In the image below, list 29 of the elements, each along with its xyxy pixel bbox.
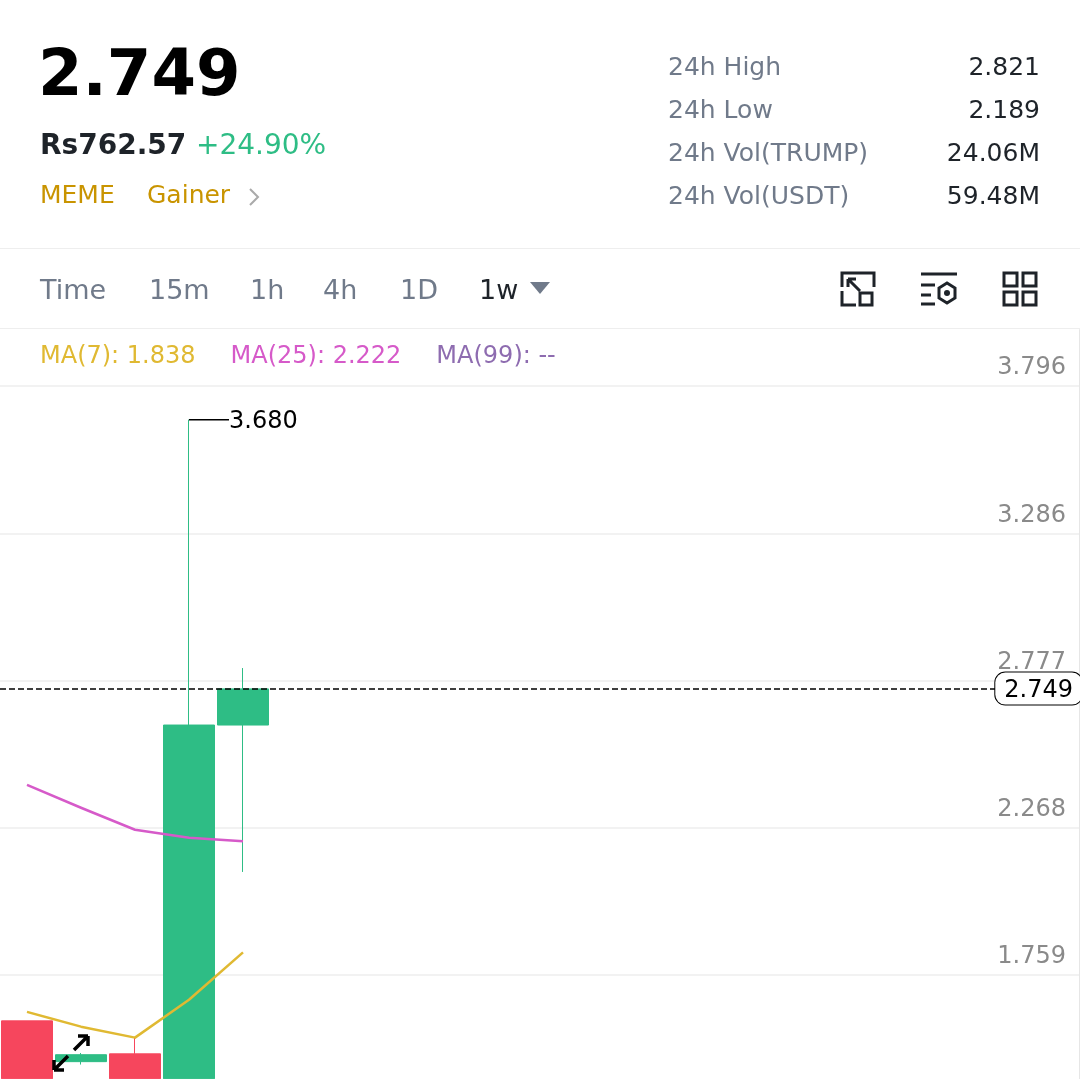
- text: 24h High: [668, 52, 782, 81]
- text: Time: [40, 274, 107, 305]
- text: 4h: [323, 274, 358, 305]
- ref-line-label: 2.749: [1004, 674, 1073, 703]
- chart-subtitle: Rs762.57: [40, 128, 187, 161]
- text: MA(25): 2.222: [230, 341, 402, 369]
- text: 24h Low: [668, 95, 773, 124]
- text: 2.189: [968, 95, 1040, 124]
- y-tick-label: 2.268: [997, 793, 1066, 822]
- y-tick-label: 3.796: [997, 352, 1066, 381]
- legend-label: MA(99): --: [436, 341, 556, 369]
- text: 24.06M: [946, 138, 1040, 167]
- text: 59.48M: [946, 181, 1040, 210]
- text: 24h Vol(USDT): [668, 181, 850, 210]
- text: 1w: [479, 274, 519, 305]
- text: Gainer: [147, 180, 231, 209]
- annotation: 3.680: [229, 405, 298, 434]
- y-tick-label: 3.286: [997, 499, 1066, 528]
- y-tick-label: 2.777: [997, 646, 1066, 675]
- text: MEME: [40, 180, 115, 209]
- y-tick-label: 1.759: [997, 941, 1066, 970]
- chart-title: 2.749: [38, 36, 241, 110]
- text: 15m: [149, 274, 210, 305]
- text: 1h: [250, 274, 285, 305]
- text: 1D: [400, 274, 438, 305]
- text: MA(7): 1.838: [40, 341, 196, 369]
- text: +24.90%: [196, 128, 327, 161]
- text: 24h Vol(TRUMP): [668, 138, 869, 167]
- text: 2.821: [968, 52, 1040, 81]
